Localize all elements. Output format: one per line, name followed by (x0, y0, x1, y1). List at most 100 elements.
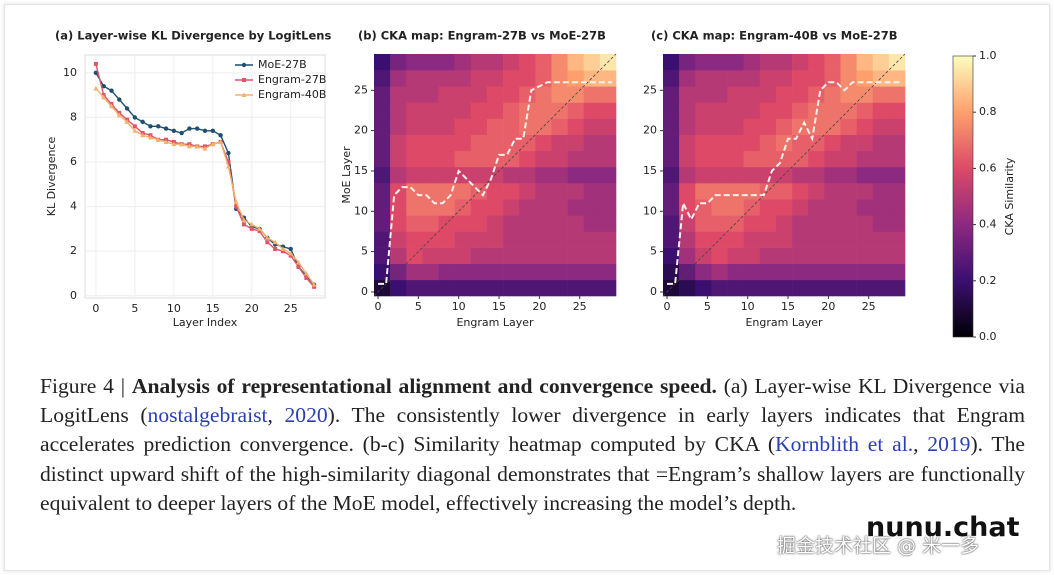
heatmap-cell (486, 150, 504, 168)
heatmap-cell (888, 215, 906, 232)
heatmap-cell (792, 134, 809, 152)
heatmap-cell (486, 247, 504, 265)
heatmap-cell (599, 118, 617, 135)
point (202, 146, 208, 151)
heatmap-cell (422, 166, 439, 184)
heatmap-cell (535, 102, 552, 119)
heatmap-cell (470, 199, 488, 216)
point (195, 126, 200, 131)
heatmap-cell (503, 166, 520, 184)
heatmap-cell (775, 118, 793, 135)
heatmap-cell (599, 166, 617, 184)
heatmap-cell (775, 247, 793, 265)
heatmap-cell (840, 247, 857, 265)
heatmap-cell (679, 102, 696, 119)
x-axis-label: Layer Index (173, 316, 238, 329)
heatmap-cell (374, 263, 391, 281)
legend-label: Engram-27B (258, 73, 326, 86)
heatmap-cell (599, 199, 617, 216)
point (241, 222, 246, 227)
heatmap-cell (888, 199, 906, 216)
citation-link[interactable]: 2020 (284, 403, 328, 428)
point (132, 124, 137, 129)
heatmap-cell (551, 118, 568, 135)
heatmap-cell (390, 247, 407, 265)
heatmap-cell (792, 247, 809, 265)
heatmap-cell (486, 215, 504, 232)
heatmap-cell (438, 166, 455, 184)
heatmap-cell (438, 54, 455, 71)
figure-label: Figure 4 | (40, 374, 132, 398)
heatmap-cell (743, 102, 761, 119)
heatmap-cell (840, 118, 857, 135)
heatmap-cell (406, 166, 423, 184)
chart-title: (a) Layer-wise KL Divergence by LogitLen… (55, 29, 331, 43)
heatmap-cell (567, 183, 585, 200)
chart-title: (c) CKA map: Engram-40B vs MoE-27B (651, 29, 898, 43)
heatmap-cell (872, 102, 890, 119)
heatmap-cell (422, 247, 439, 265)
heatmap-cell (406, 279, 423, 297)
heatmap-cell (535, 199, 552, 216)
heatmap-cell (454, 102, 472, 119)
heatmap-cell (599, 279, 617, 297)
citation-link[interactable]: nostalgebraist (147, 403, 268, 428)
heatmap-cell (856, 134, 874, 152)
heatmap-cell (808, 231, 825, 248)
point (93, 61, 98, 66)
diagonal-reference (373, 53, 617, 297)
citation-link[interactable]: Kornblith et al. (775, 432, 914, 457)
heatmap-cell (695, 86, 712, 103)
caption-text: (a) Layer-wise KL Divergence via LogitLe… (40, 374, 1025, 428)
heatmap-cell (856, 231, 874, 248)
heatmap-cell (470, 54, 488, 71)
heatmap-cell (872, 215, 890, 232)
heatmap-cell (759, 215, 777, 232)
figure-charts: (a) Layer-wise KL Divergence by LogitLen… (45, 29, 1016, 344)
heatmap-cell (663, 263, 680, 281)
heatmap-cell (743, 247, 761, 265)
heatmap-cell (406, 215, 423, 232)
heatmap-cell (486, 70, 504, 87)
heatmap-cell (422, 263, 439, 281)
heatmap-cell (856, 247, 874, 265)
heatmap-cell (486, 183, 504, 200)
heatmap-cell (422, 134, 439, 152)
heatmap-cell (470, 263, 488, 281)
heatmap-cell (599, 231, 617, 248)
heatmap-cell (808, 70, 825, 87)
heatmap-cell (470, 134, 488, 152)
heatmap-cell (519, 263, 536, 281)
heatmap-cell (519, 150, 536, 168)
citation-link[interactable]: 2019 (927, 432, 971, 457)
heatmap-cell (856, 166, 874, 184)
heatmap-cell (567, 70, 585, 87)
heatmap-cell (470, 247, 488, 265)
heatmap-cell (856, 263, 874, 281)
heatmap-cell (422, 70, 439, 87)
heatmap-cell (856, 54, 874, 71)
heatmap-cell (759, 70, 777, 87)
heatmap-cell (390, 166, 407, 184)
point (210, 128, 215, 133)
heatmap-cell (406, 263, 423, 281)
heatmap-cell (454, 215, 472, 232)
heatmap-cell (792, 86, 809, 103)
heatmap-cell (551, 134, 568, 152)
heatmap-cell (663, 118, 680, 135)
heatmap-cell (792, 279, 809, 297)
heatmap-cell (390, 118, 407, 135)
heatmap-cell (888, 118, 906, 135)
heatmap-cell (422, 102, 439, 119)
point (296, 264, 301, 269)
point (147, 134, 153, 140)
heatmap-cell (679, 70, 696, 87)
heatmap-cell (663, 215, 680, 232)
heatmap-cell (792, 215, 809, 232)
x-tick-label: 20 (532, 300, 546, 313)
heatmap-cell (711, 247, 728, 265)
point (101, 94, 107, 100)
heatmap-cell (486, 118, 504, 135)
heatmap-cell (759, 199, 777, 216)
heatmap-cell (840, 70, 857, 87)
